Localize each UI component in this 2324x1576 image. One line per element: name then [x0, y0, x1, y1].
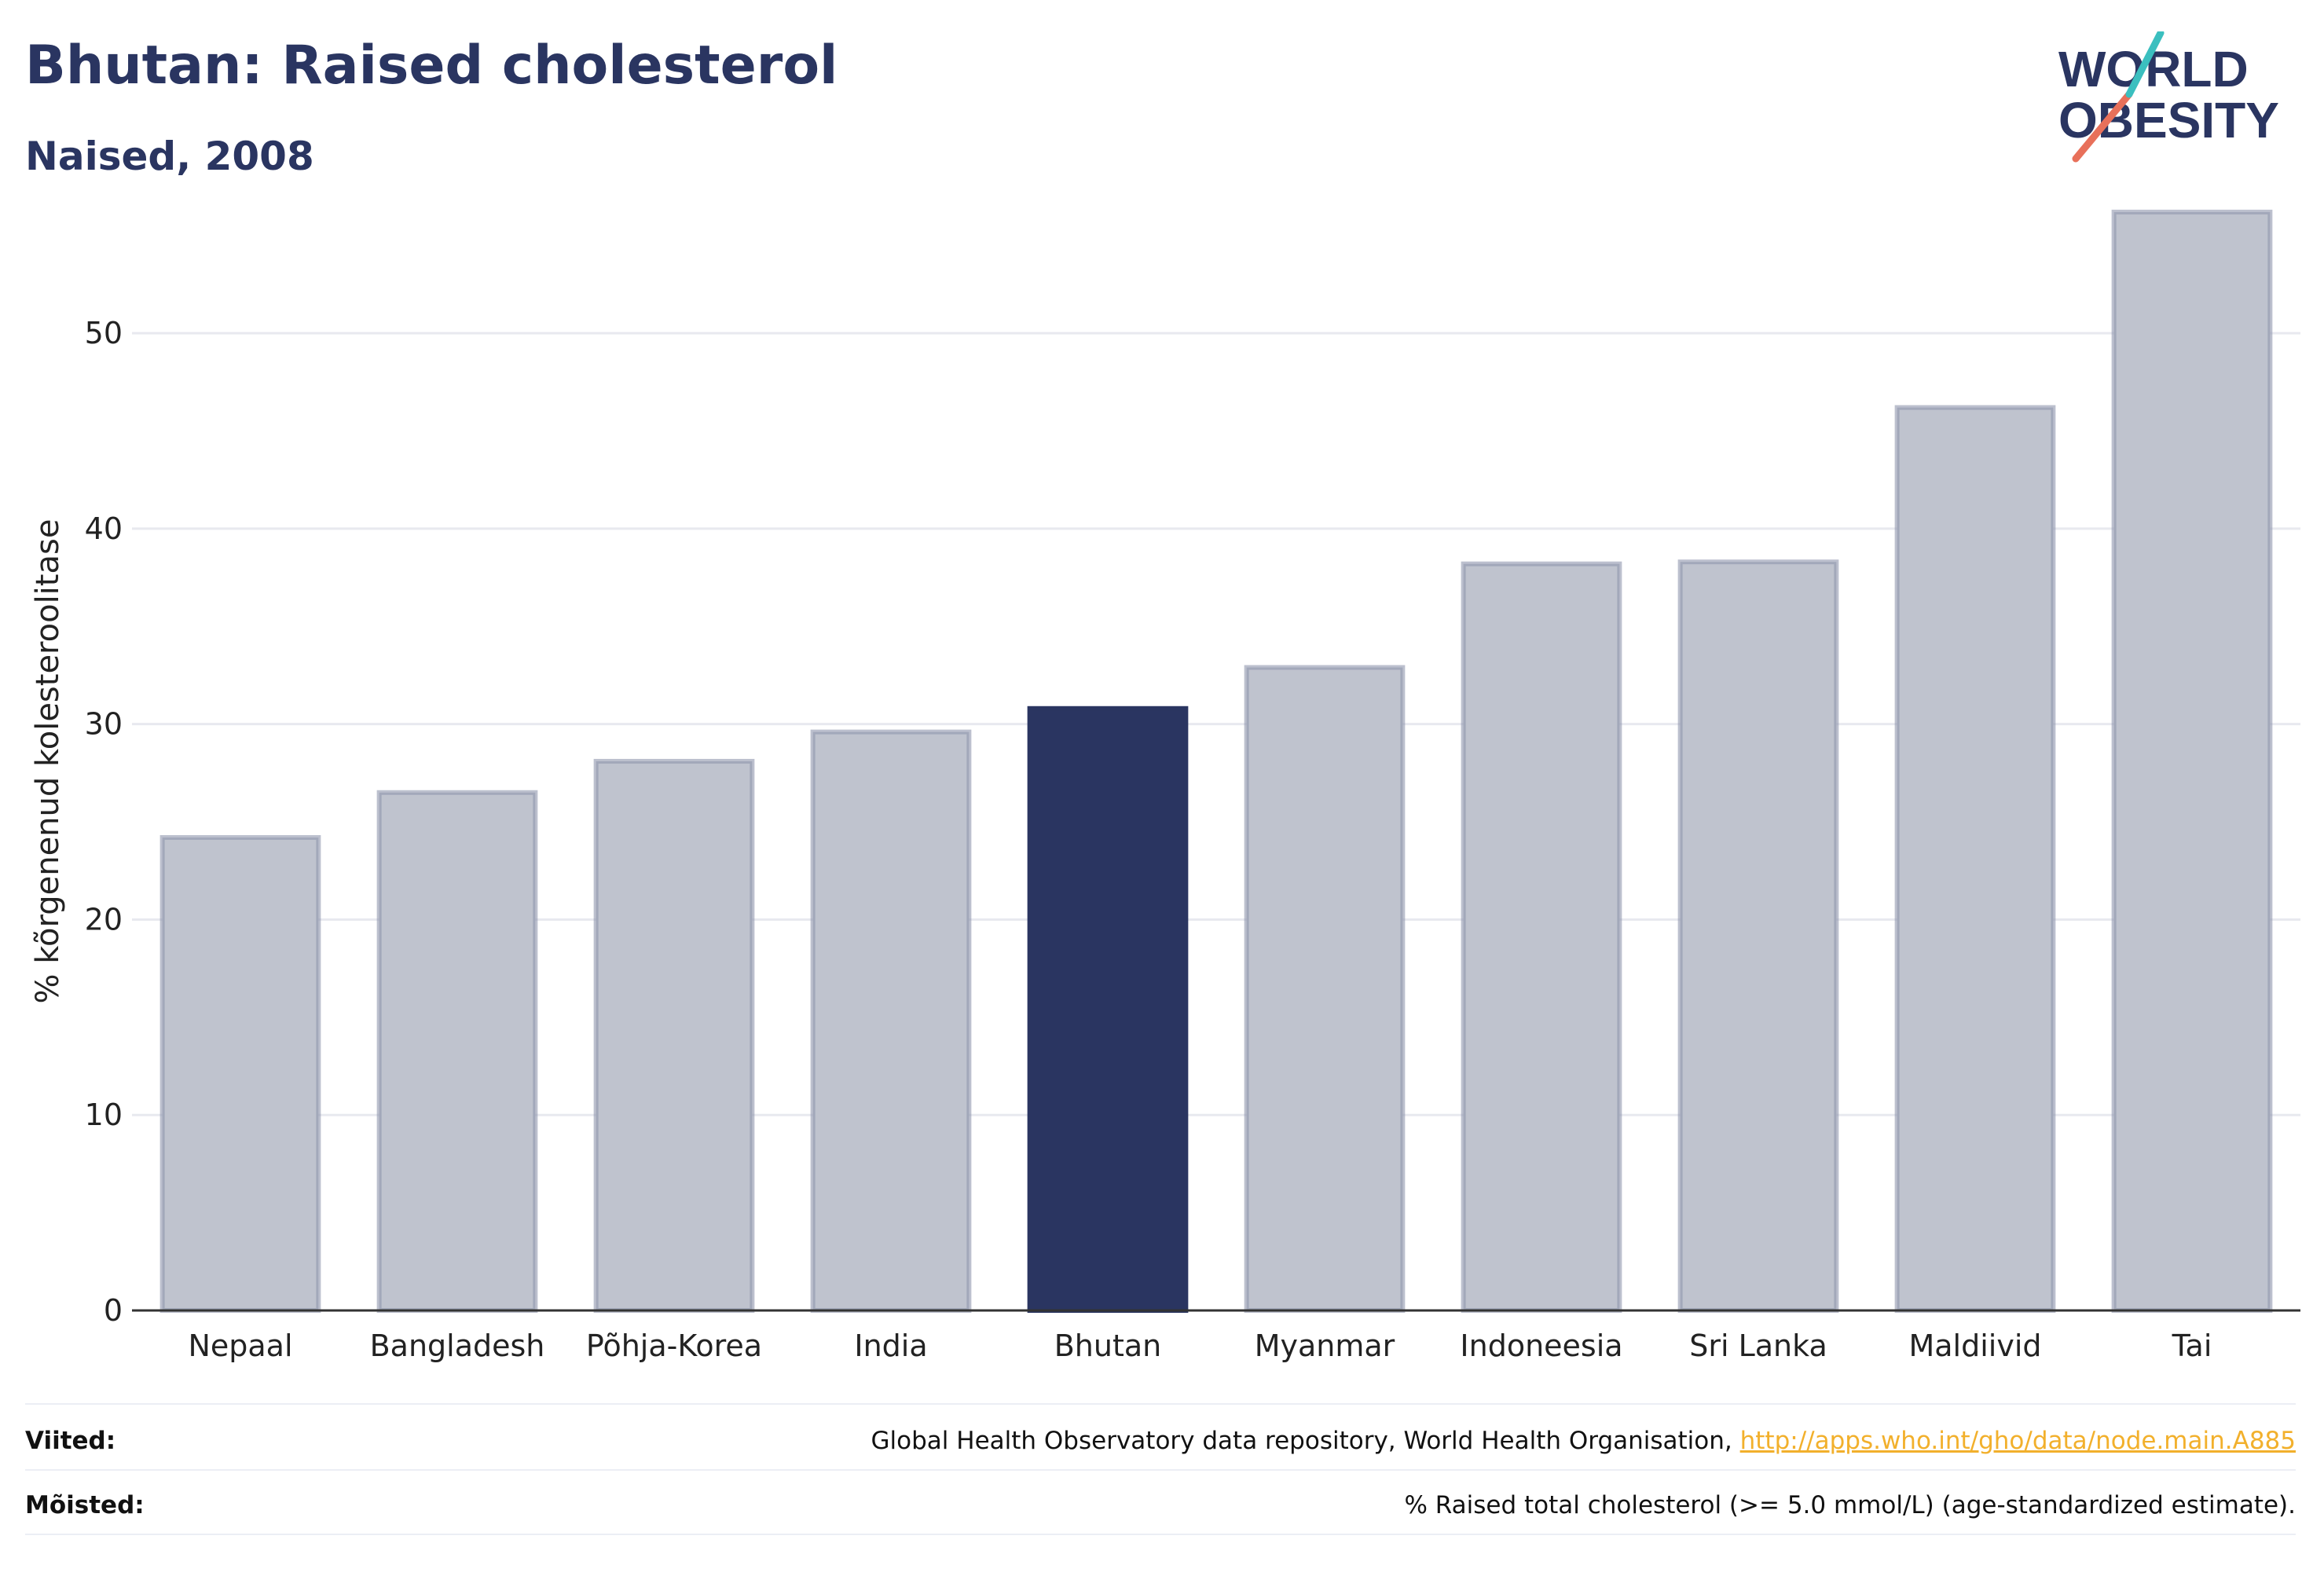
footer-divider-bottom [25, 1534, 2296, 1535]
references-link[interactable]: http://apps.who.int/gho/data/node.main.A… [1739, 1427, 2296, 1455]
footer-references: Viited: Global Health Observatory data r… [25, 1409, 2296, 1472]
bar-põhja-korea [593, 758, 755, 1313]
x-tick-label-maldiivid: Maldiivid [1908, 1329, 2041, 1363]
x-tick-label-indoneesia: Indoneesia [1460, 1329, 1622, 1363]
x-tick-label-põhja-korea: Põhja-Korea [586, 1329, 762, 1363]
bar-bangladesh [376, 790, 538, 1313]
y-axis-label: % kõrgenenud kolesteroolitase [30, 519, 66, 1004]
page-title: Bhutan: Raised cholesterol [25, 35, 838, 97]
references-label: Viited: [25, 1427, 116, 1455]
bar-indoneesia [1461, 561, 1622, 1313]
y-tick-label-0: 0 [104, 1293, 123, 1328]
bar-bhutan [1027, 706, 1189, 1313]
footer-definitions: Mõisted: % Raised total cholesterol (>= … [25, 1474, 2296, 1537]
bar-maldiivid [1894, 405, 2056, 1313]
logo-slash-teal [2125, 31, 2165, 98]
references-text-wrap: Global Health Observatory data repositor… [871, 1427, 2296, 1455]
logo-slash-coral [2072, 90, 2133, 163]
bar-tai [2111, 209, 2273, 1314]
definitions-text: % Raised total cholesterol (>= 5.0 mmol/… [1404, 1491, 2296, 1519]
footer-divider-top [25, 1403, 2296, 1405]
bar-chart: 0 10 20 30 40 50 % kõrgenenud kolesteroolitase… [30, 209, 2300, 1363]
bar-india [810, 729, 972, 1313]
x-tick-label-india: India [854, 1329, 927, 1363]
x-tick-label-tai: Tai [2172, 1329, 2212, 1363]
x-tick-label-bangladesh: Bangladesh [370, 1329, 545, 1363]
bar-myanmar [1244, 665, 1406, 1313]
x-tick-label-bhutan: Bhutan [1054, 1329, 1162, 1363]
y-tick-label-20: 20 [85, 902, 123, 936]
references-text: Global Health Observatory data repositor… [871, 1427, 1732, 1455]
x-tick-label-sri-lanka: Sri Lanka [1689, 1329, 1827, 1363]
y-tick-label-30: 30 [85, 707, 123, 742]
y-tick-label-40: 40 [85, 511, 123, 546]
y-tick-label-10: 10 [85, 1098, 123, 1132]
bar-sri-lanka [1677, 559, 1839, 1313]
bar-nepaal [159, 834, 321, 1313]
footer-divider-middle [25, 1469, 2296, 1471]
world-obesity-logo: WORLD OBESITY [2058, 31, 2279, 163]
x-tick-label-nepaal: Nepaal [188, 1329, 292, 1363]
y-tick-label-50: 50 [85, 316, 123, 350]
x-tick-label-myanmar: Myanmar [1255, 1329, 1395, 1363]
definitions-label: Mõisted: [25, 1491, 145, 1519]
page-subtitle: Naised, 2008 [25, 134, 314, 179]
